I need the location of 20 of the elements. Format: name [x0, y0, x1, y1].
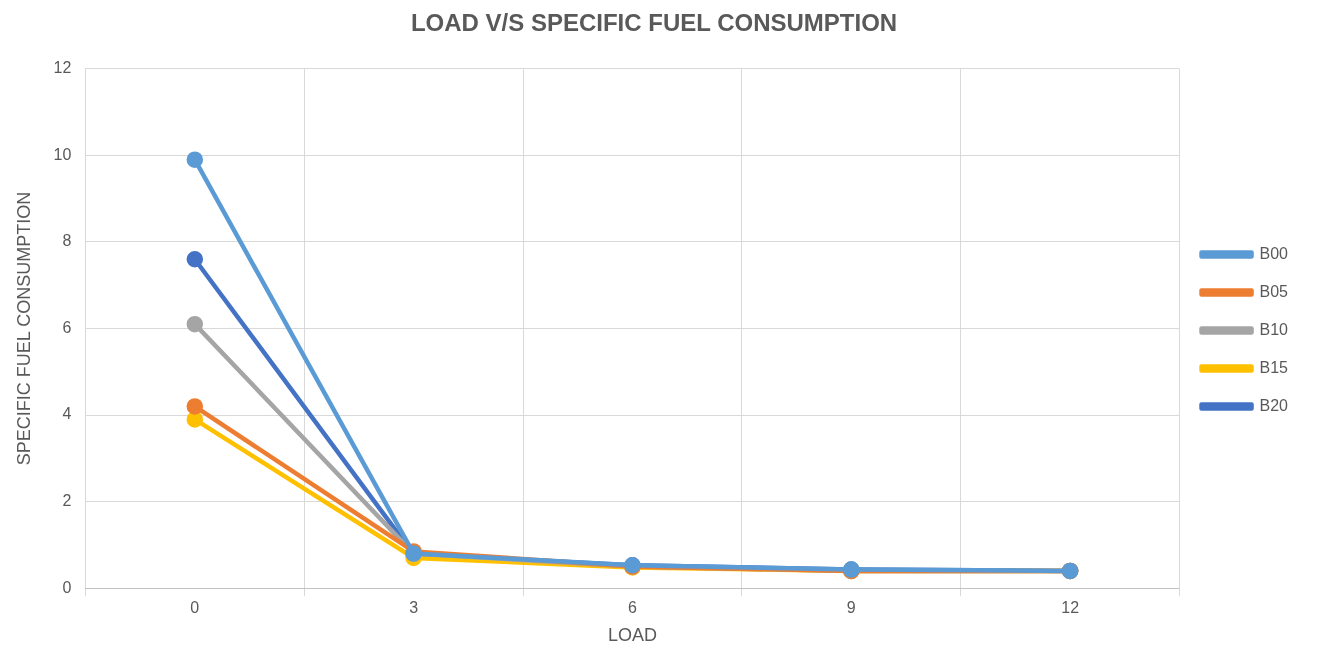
y-tick-label: 2	[62, 492, 72, 510]
legend-label: B10	[1259, 320, 1289, 338]
x-tick-label: 9	[846, 599, 856, 617]
x-tick-label: 6	[628, 599, 638, 617]
x-tick-label: 12	[1061, 599, 1080, 617]
y-tick-label: 6	[62, 318, 72, 336]
y-tick-label: 0	[62, 578, 72, 596]
legend-label: B15	[1259, 358, 1289, 376]
x-axis-title: LOAD	[607, 625, 657, 646]
y-tick-label: 10	[53, 145, 72, 163]
legend-label: B20	[1259, 396, 1289, 414]
y-tick-label: 12	[53, 59, 72, 77]
legend-label: B05	[1259, 282, 1289, 300]
y-axis-title: SPECIFIC FUEL CONSUMPTION	[13, 191, 34, 466]
x-tick-label: 3	[409, 599, 419, 617]
x-tick-label: 0	[190, 599, 200, 617]
chart-title: LOAD V/S SPECIFIC FUEL CONSUMPTION	[410, 9, 898, 37]
legend-label: B00	[1259, 244, 1289, 262]
y-tick-label: 4	[62, 405, 72, 423]
y-tick-label: 8	[62, 232, 72, 250]
